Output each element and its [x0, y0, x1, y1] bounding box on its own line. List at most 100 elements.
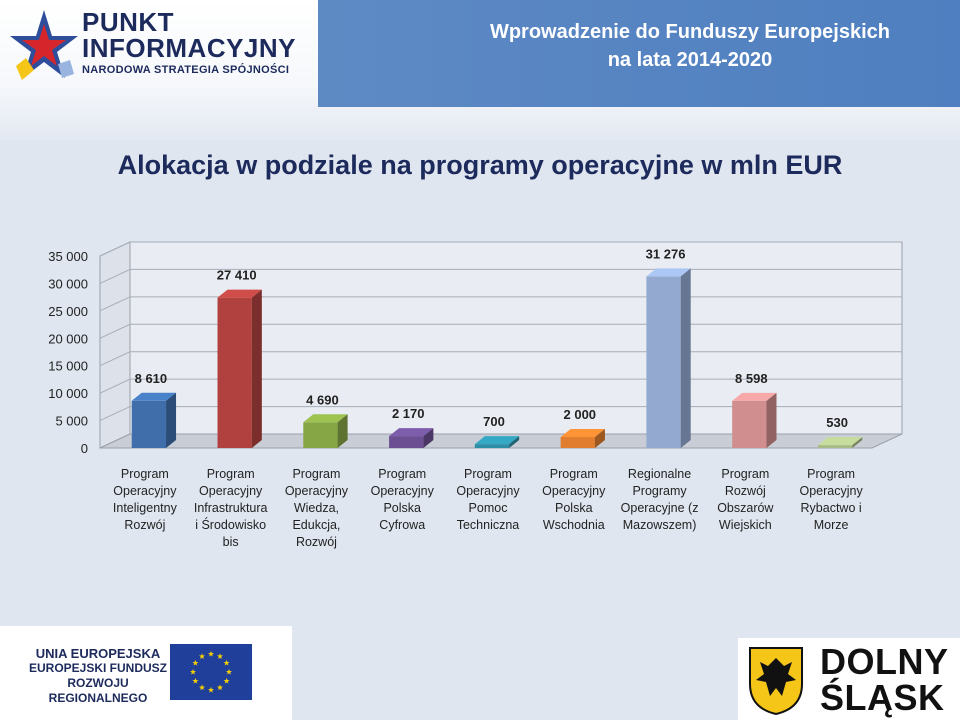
bar-top	[646, 268, 691, 277]
x-tick-label-line: Obszarów	[717, 501, 774, 515]
coat-of-arms-icon	[749, 647, 803, 716]
x-tick-label-line: Rozwój	[296, 535, 337, 549]
star-logo-icon	[10, 10, 78, 80]
bar	[817, 445, 853, 448]
x-tick-label-line: Infrastruktura	[194, 501, 268, 515]
x-tick-label-line: Program	[550, 467, 598, 481]
x-tick-label-line: Operacyjny	[456, 484, 520, 498]
x-tick-label-line: Operacyjny	[113, 484, 177, 498]
gridline	[99, 378, 902, 394]
eu-star-icon	[198, 653, 206, 659]
bar-top	[474, 436, 520, 445]
bar-side	[594, 429, 605, 448]
eu-star-icon	[216, 653, 224, 659]
x-tick-label-line: Operacyjny	[799, 484, 863, 498]
bar	[646, 276, 681, 448]
bar-top	[303, 414, 348, 423]
eu-star-icon	[192, 659, 199, 666]
x-tick-label-line: Program	[721, 467, 769, 481]
x-tick-label-line: Polska	[555, 501, 593, 515]
x-tick-label-line: Cyfrowa	[379, 518, 425, 532]
x-tick-label-line: Program	[121, 467, 169, 481]
x-tick-label-line: Edukcja,	[292, 518, 340, 532]
bar-top	[560, 429, 605, 438]
bar	[732, 400, 767, 448]
x-tick-label-line: Operacyjny	[199, 484, 263, 498]
eu-star-icon	[223, 677, 230, 684]
y-tick-label: 10 000	[48, 386, 88, 401]
data-label: 2 000	[564, 407, 597, 422]
gridline	[99, 241, 902, 257]
x-tick-label-line: Regionalne	[628, 467, 691, 481]
x-tick-label-line: Program	[807, 467, 855, 481]
bar-top	[817, 437, 863, 446]
gridline	[99, 351, 902, 367]
header-banner: Wprowadzenie do Funduszy Europejskich na…	[318, 0, 960, 107]
x-tick-label-line: Operacyjny	[542, 484, 606, 498]
bar-side	[766, 392, 777, 448]
data-label: 8 610	[135, 371, 168, 386]
eu-flag-icon	[170, 644, 252, 700]
x-tick-label: Program Operacyjny Pomoc Techniczna	[456, 467, 520, 532]
data-label: 4 690	[306, 392, 339, 407]
x-tick-label-line: Operacyjny	[285, 484, 349, 498]
banner-line2: na lata 2014-2020	[607, 49, 773, 71]
y-tick-label: 30 000	[48, 276, 88, 291]
dolny-slask-text: DOLNY ŚLĄSK	[820, 644, 949, 716]
bar	[217, 297, 252, 448]
eu-star-icon	[207, 650, 215, 657]
x-tick-label-line: Rybactwo i	[801, 501, 862, 515]
x-tick-label-line: Program	[292, 467, 340, 481]
bar	[131, 400, 167, 448]
x-tick-label-line: Mazowszem)	[623, 518, 697, 532]
bar-top	[732, 392, 777, 401]
data-label: 27 410	[217, 268, 257, 283]
eu-star-icon	[207, 686, 215, 693]
bar	[389, 436, 424, 448]
gridline	[99, 268, 902, 284]
x-tick-label: Program Operacyjny Infrastruktura i Środowi…	[194, 467, 268, 549]
x-tick-label: Program Operacyjny Inteligentny Rozwój	[113, 467, 178, 532]
bar-side	[509, 436, 520, 448]
data-label: 31 276	[646, 246, 686, 261]
region-line1: DOLNY	[820, 641, 949, 682]
y-tick-label: 25 000	[48, 304, 88, 319]
logo-line1: PUNKT	[82, 7, 175, 37]
x-tick-label-line: Inteligentny	[113, 501, 178, 515]
logo-line3: NARODOWA STRATEGIA SPÓJNOŚCI	[82, 64, 290, 76]
x-tick-label: Program Operacyjny Wiedza, Edukcja, Rozwój	[285, 467, 349, 549]
gridline	[99, 323, 902, 339]
bar-side	[680, 268, 691, 448]
eu-star-icon	[189, 668, 197, 675]
eu-line3: ROZWOJU REGIONALNEGO	[48, 676, 148, 705]
banner-line1: Wprowadzenie do Funduszy Europejskich	[489, 21, 890, 43]
eu-star-icon	[192, 677, 199, 684]
x-tick-label-line: Operacyjne (z	[621, 501, 699, 515]
x-tick-label-line: i Środowisko	[195, 517, 266, 532]
x-tick-label-line: Wiedza,	[294, 501, 339, 515]
x-tick-label-line: Program	[464, 467, 512, 481]
x-tick-label: Program Operacyjny Polska Wschodnia	[542, 467, 606, 532]
x-tick-label-line: Program	[378, 467, 426, 481]
eu-line2: EUROPEJSKI FUNDUSZ	[28, 661, 168, 675]
gridline	[99, 296, 902, 312]
punkt-informacyjny-logo	[4, 4, 314, 96]
data-label: 8 598	[735, 371, 768, 386]
y-tick-label: 5 000	[55, 414, 88, 429]
region-line2: ŚLĄSK	[820, 677, 945, 718]
chart-title: Alokacja w podziale na programy operacyj…	[117, 150, 843, 180]
bar-side	[337, 414, 348, 448]
bar-side	[852, 437, 863, 448]
y-tick-label: 0	[81, 441, 88, 456]
x-tick-label-line: Rozwój	[725, 484, 766, 498]
chart-side-wall	[99, 241, 131, 449]
eu-star-icon	[225, 668, 233, 675]
bar-top	[217, 289, 262, 298]
data-label: 700	[483, 414, 505, 429]
x-tick-label-line: Pomoc	[469, 501, 508, 515]
bar	[560, 437, 595, 448]
x-tick-label-line: Rozwój	[124, 518, 165, 532]
data-label: 530	[826, 415, 848, 430]
x-tick-label-line: Wschodnia	[543, 518, 605, 532]
eu-star-icon	[198, 684, 206, 691]
